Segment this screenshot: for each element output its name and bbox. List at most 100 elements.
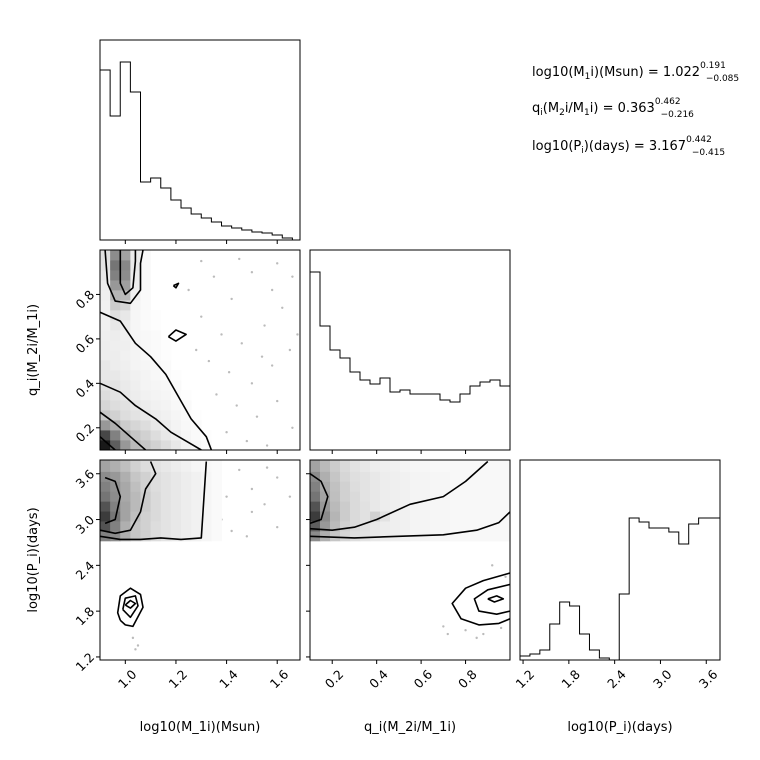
density-cell (100, 471, 111, 482)
density-cell (160, 511, 172, 522)
frame-period-vs-ratio (309, 459, 511, 661)
contour-line (310, 460, 489, 531)
scatter-point (200, 259, 203, 263)
density-cell (130, 440, 141, 450)
density-cell (150, 521, 162, 532)
density-cell (490, 521, 501, 532)
density-cell (310, 481, 321, 492)
density-cell (500, 481, 510, 492)
density-cell (120, 390, 131, 401)
density-cell (150, 481, 162, 492)
annotation-group: log10(M1i)(Msun) = 1.0220.191 −0.085 qi(M… (532, 61, 739, 158)
scatter-point (250, 487, 254, 491)
density-cell (110, 410, 121, 421)
density-cell (170, 460, 182, 472)
density-cell (140, 410, 152, 421)
density-cell (120, 250, 131, 261)
density-cell (140, 440, 152, 450)
x-axis-label-period: log10(P_i)(days) (567, 720, 672, 735)
density-cell (191, 530, 202, 542)
density-cell (130, 350, 141, 361)
x-tick-label: 1.8 (558, 667, 583, 692)
density-cell (130, 460, 141, 472)
scatter-point (134, 648, 137, 651)
density-cell (191, 440, 202, 450)
density-cell (430, 460, 441, 472)
density-cell (440, 521, 451, 532)
density-cell (150, 390, 162, 401)
density-cell (410, 511, 421, 522)
density-cell (150, 310, 162, 321)
density-cell (100, 260, 111, 271)
density-cell (420, 471, 431, 482)
density-cell (140, 521, 152, 532)
density-cell (370, 511, 381, 522)
density-cell (150, 420, 162, 431)
density-cell (100, 280, 111, 291)
density-cell (120, 350, 131, 361)
density-cell (150, 320, 162, 331)
scatter-point (136, 644, 140, 647)
density-cell (340, 521, 351, 532)
density-cell (100, 300, 111, 311)
density-cell (110, 481, 121, 492)
density-cell (360, 530, 371, 542)
density-cell (480, 511, 491, 522)
density-cell (490, 481, 501, 492)
density-cell (460, 481, 471, 492)
density-cell (201, 491, 212, 502)
scatter-point (499, 626, 503, 630)
density-cell (181, 400, 192, 411)
density-cell (120, 300, 131, 311)
density-cell (181, 481, 192, 492)
density-cell (150, 440, 162, 450)
density-cell (120, 530, 131, 542)
density-cell (450, 511, 461, 522)
scatter-point (235, 404, 238, 407)
density-cell (160, 521, 172, 532)
y-tick-label: 0.2 (73, 420, 98, 445)
scatter-point (225, 495, 228, 498)
density-cell (390, 501, 401, 512)
density-cell (470, 460, 481, 472)
scatter-point (212, 275, 216, 278)
density-cell (440, 491, 451, 502)
density-cell (120, 400, 131, 411)
density-cell (120, 460, 131, 472)
density-cell (430, 521, 441, 532)
density-cell (211, 481, 222, 492)
density-cell (110, 400, 121, 411)
scatter-point (250, 382, 254, 385)
density-cell (430, 491, 441, 502)
density-cell (120, 260, 131, 271)
density-cell (360, 491, 371, 502)
hist-mass (100, 61, 300, 241)
density-cell (100, 270, 111, 281)
density-cell (340, 530, 351, 542)
density-cell (380, 471, 391, 482)
density-cell (100, 511, 111, 522)
scatter-point (281, 306, 284, 309)
density-cell (440, 501, 451, 512)
density-cell (150, 380, 162, 391)
scatter-point (265, 444, 269, 447)
density-cell (450, 521, 461, 532)
density-cell (370, 521, 381, 532)
density-cell (320, 511, 331, 522)
density-cell (170, 511, 182, 522)
density-cell (400, 460, 411, 472)
density-cell (350, 511, 361, 522)
density-cell (140, 400, 152, 411)
density-cell (370, 471, 381, 482)
panel-qm (100, 250, 299, 450)
density-cell (201, 481, 212, 492)
density-cell (320, 471, 331, 482)
scatter-point (288, 495, 292, 498)
density-cell (100, 491, 111, 502)
density-cell (140, 310, 152, 321)
density-cell (500, 501, 510, 512)
scatter-point (225, 431, 228, 434)
density-cell (450, 491, 461, 502)
density-cell (110, 290, 121, 301)
density-cell (380, 501, 391, 512)
